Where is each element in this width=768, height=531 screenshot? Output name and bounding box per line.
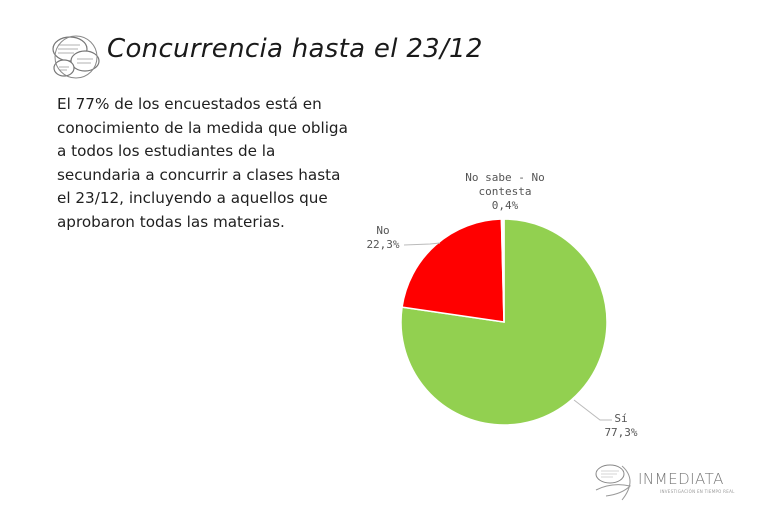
- leader-line-no: [403, 242, 441, 246]
- pie-slices: [400, 218, 608, 426]
- label-nsnc-name: No sabe - No: [465, 171, 545, 184]
- label-no-value: 22,3%: [366, 238, 400, 251]
- slice-si: [400, 218, 608, 426]
- description-line: el 23/12, incluyendo a aquellos que: [57, 189, 328, 208]
- slice-nsnc: [500, 218, 505, 323]
- description-line: El 77% de los encuestados está en: [57, 95, 322, 113]
- description-text: El 77% de los encuestados está en conoci…: [57, 93, 348, 235]
- description-line: a todos los estudiantes de la: [57, 142, 276, 161]
- label-nsnc: No sabe - No contesta 0,4%: [460, 171, 550, 213]
- description-line: secundaria a concurrir a clases hasta: [57, 165, 341, 184]
- brand-tagline: INVESTIGACIÓN EN TIEMPO REAL: [660, 489, 735, 494]
- label-si-value: 77,3%: [604, 426, 638, 439]
- label-nsnc-value: 0,4%: [491, 199, 519, 212]
- description-line: conocimiento de la medida que obliga: [57, 118, 348, 137]
- description-line: aprobaron todas las materias.: [57, 212, 285, 231]
- label-nsnc-name2: contesta: [478, 185, 532, 198]
- label-si: Sí 77,3%: [596, 412, 646, 440]
- label-si-name: Sí: [614, 412, 628, 425]
- label-no-name: No: [376, 224, 390, 237]
- brand-name: INMEDIATA: [638, 470, 724, 488]
- label-no: No 22,3%: [358, 224, 408, 252]
- speech-bubbles-hand-icon: [595, 464, 631, 501]
- speech-bubbles-icon: [52, 35, 100, 79]
- slice-no: [401, 218, 505, 323]
- leader-line-si: [573, 399, 612, 421]
- page-title: Concurrencia hasta el 23/12: [107, 34, 483, 64]
